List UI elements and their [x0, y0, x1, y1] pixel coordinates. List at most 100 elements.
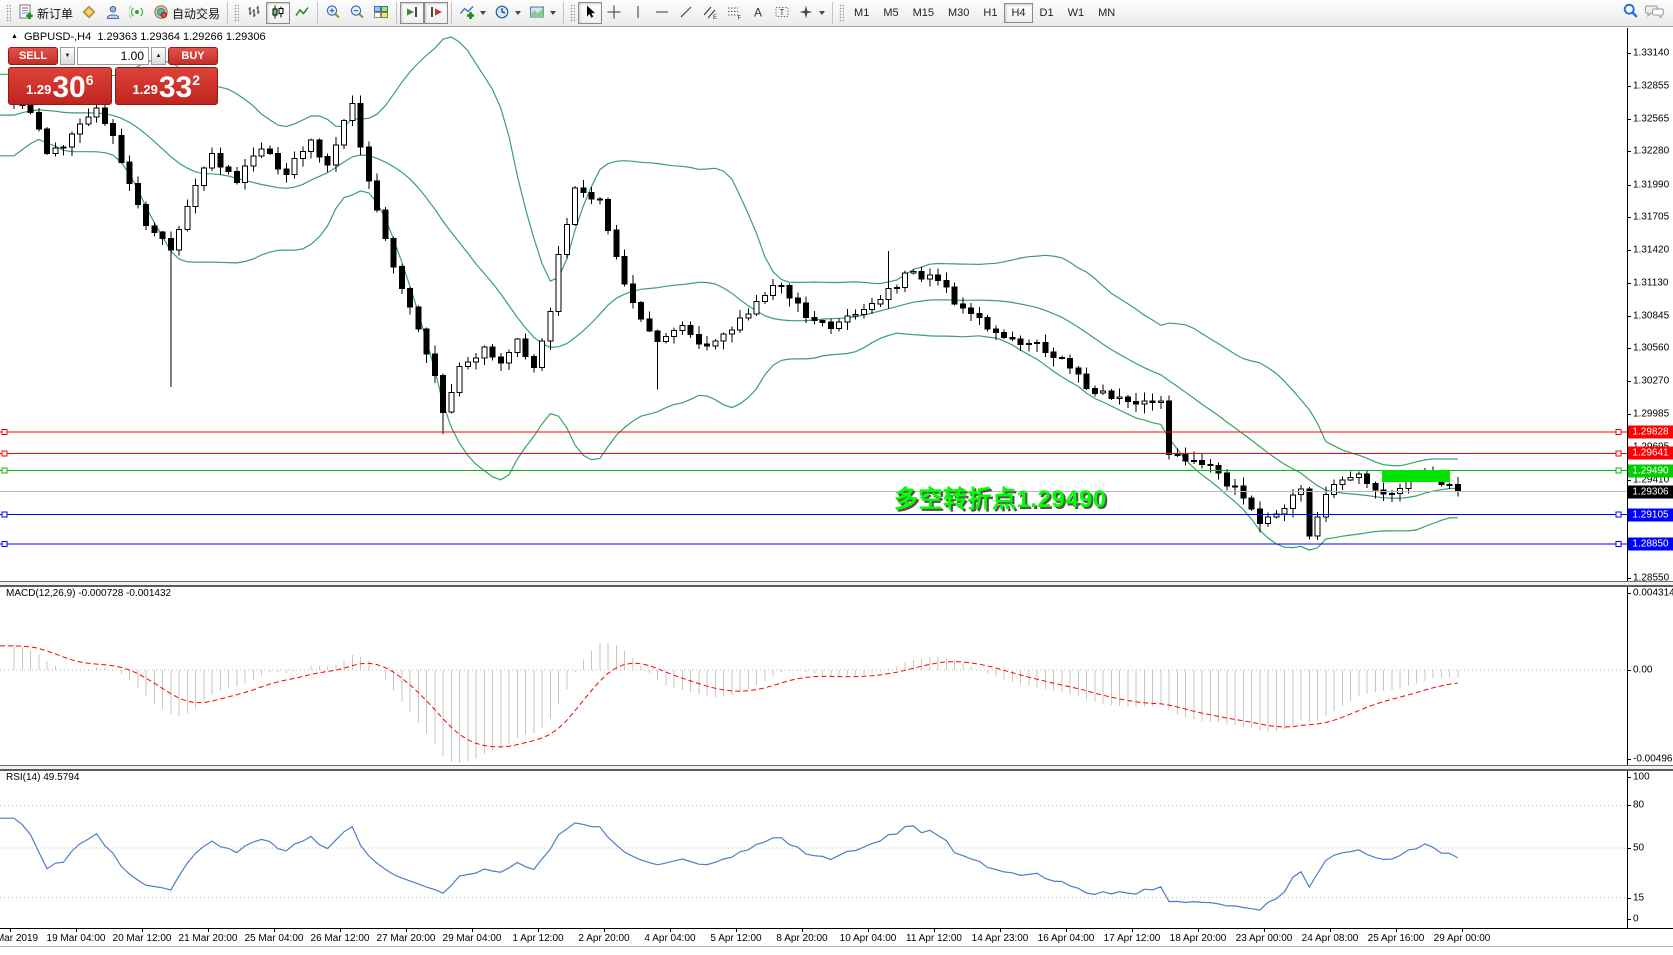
panel-separator[interactable] [0, 765, 1673, 771]
auto-trading-button[interactable]: 自动交易 [149, 2, 224, 24]
price-axis-tick [1627, 479, 1631, 481]
date-label: 18 Apr 20:00 [1169, 933, 1227, 944]
fibonacci-button[interactable]: F [722, 2, 746, 24]
indicators-button[interactable] [455, 2, 490, 24]
date-label: 29 Apr 00:00 [1433, 933, 1491, 944]
timeframe-m5-button[interactable]: M5 [876, 3, 905, 23]
candlestick-chart-button[interactable] [266, 2, 291, 24]
buy-button[interactable]: BUY [168, 47, 218, 65]
rsi-label: RSI(14) 49.5794 [6, 772, 80, 783]
candlestick-icon [270, 4, 286, 23]
toolbar-grip[interactable] [234, 4, 240, 22]
date-label: 2 Apr 20:00 [578, 933, 630, 944]
price-axis-tick [1627, 381, 1631, 383]
date-label: 24 Apr 08:00 [1301, 933, 1359, 944]
new-order-label: 新订单 [37, 6, 74, 21]
arrows-button[interactable] [794, 2, 829, 24]
bar-chart-button[interactable] [242, 2, 266, 24]
auto-scroll-button[interactable] [400, 2, 425, 24]
date-tick [538, 929, 539, 932]
sell-price-tile[interactable]: 1.29 30 6 [8, 67, 112, 105]
toolbar-grip[interactable] [6, 4, 11, 22]
line-chart-button[interactable] [290, 2, 314, 24]
price-axis-tick [1627, 85, 1631, 87]
price-axis-tick [1627, 315, 1631, 317]
sell-price-big: 30 [52, 71, 86, 104]
chat-icon[interactable] [1645, 3, 1664, 24]
rsi-axis-tick [1627, 897, 1631, 899]
zoom-out-button[interactable] [345, 2, 369, 24]
timeframe-m30-button[interactable]: M30 [941, 3, 976, 23]
sell-button[interactable]: SELL [8, 47, 58, 65]
profile-button[interactable] [101, 2, 125, 24]
price-axis-tick [1627, 282, 1631, 284]
zoom-in-icon [325, 4, 341, 23]
toolbar-grip[interactable] [570, 4, 576, 22]
date-label: 19 Mar 04:00 [46, 933, 106, 944]
buy-price-sup: 2 [192, 72, 200, 88]
timeframe-h4-button[interactable]: H4 [1004, 3, 1033, 23]
date-tick [868, 929, 869, 932]
crosshair-button[interactable] [602, 2, 626, 24]
templates-button[interactable] [525, 2, 560, 24]
text-button[interactable]: A [746, 2, 770, 24]
signals-button[interactable] [125, 2, 149, 24]
price-axis-tick [1627, 578, 1631, 580]
horizontal-line-button[interactable] [650, 2, 674, 24]
date-label: 11 Apr 12:00 [906, 933, 962, 944]
data-window-button[interactable] [77, 2, 101, 24]
collapse-triangle-icon[interactable]: ▲ [11, 33, 18, 40]
macd-signal-line [0, 645, 1458, 748]
timeframe-h1-button[interactable]: H1 [976, 3, 1004, 23]
timeframe-mn-button[interactable]: MN [1091, 3, 1122, 23]
volume-decrease-button[interactable]: ▼ [60, 47, 75, 65]
volume-increase-button[interactable]: ▲ [151, 47, 166, 65]
tile-windows-button[interactable] [369, 2, 393, 24]
volume-input[interactable] [77, 47, 149, 65]
cursor-button[interactable] [578, 2, 603, 24]
templates-icon [529, 4, 545, 23]
buy-price-tile[interactable]: 1.29 33 2 [114, 67, 218, 105]
zoom-out-icon [349, 4, 365, 23]
rsi-panel[interactable] [0, 771, 1673, 928]
toolbar-separator [317, 2, 319, 24]
date-tick [736, 929, 737, 932]
zoom-in-button[interactable] [321, 2, 345, 24]
timeframe-m15-button[interactable]: M15 [906, 3, 941, 23]
equidistant-channel-button[interactable]: E [698, 2, 722, 24]
trendline-button[interactable] [674, 2, 698, 24]
search-icon[interactable] [1622, 2, 1639, 24]
new-order-button[interactable]: 新订单 [14, 2, 77, 24]
date-tick [406, 929, 407, 932]
timeframe-w1-button[interactable]: W1 [1061, 3, 1092, 23]
macd-panel[interactable] [0, 587, 1673, 765]
toolbar-separator [227, 2, 229, 24]
price-chart[interactable] [0, 28, 1673, 581]
macd-label: MACD(12,26,9) -0.000728 -0.001432 [6, 588, 172, 599]
buy-price-big: 33 [158, 71, 193, 104]
toolbar-separator [832, 2, 834, 24]
panel-separator[interactable] [0, 581, 1673, 587]
chart-annotation-text[interactable]: 多空转折点1.29490 [894, 486, 1107, 513]
rsi-axis-label: 0 [1633, 913, 1639, 925]
time-axis[interactable] [0, 928, 1673, 947]
date-tick [10, 929, 11, 932]
timeframe-d1-button[interactable]: D1 [1033, 3, 1061, 23]
price-axis-label: 1.33140 [1633, 47, 1670, 59]
price-axis-label: 1.30845 [1633, 310, 1670, 322]
toolbar-grip[interactable] [839, 4, 845, 22]
date-label: 25 Mar 04:00 [244, 933, 304, 944]
signals-icon [127, 4, 145, 23]
price-axis-label: 1.31990 [1633, 179, 1670, 191]
date-tick [472, 929, 473, 932]
chevron-down-icon [480, 11, 487, 15]
text-label-button[interactable]: T [770, 2, 794, 24]
chart-shift-button[interactable] [424, 2, 449, 24]
periods-button[interactable] [490, 2, 525, 24]
rsi-axis-tick [1627, 777, 1631, 778]
timeframe-m1-button[interactable]: M1 [847, 3, 876, 23]
rsi-axis-tick [1627, 848, 1631, 849]
date-tick [934, 929, 935, 932]
vertical-line-button[interactable] [626, 2, 650, 24]
rsi-axis-label: 80 [1633, 799, 1645, 811]
